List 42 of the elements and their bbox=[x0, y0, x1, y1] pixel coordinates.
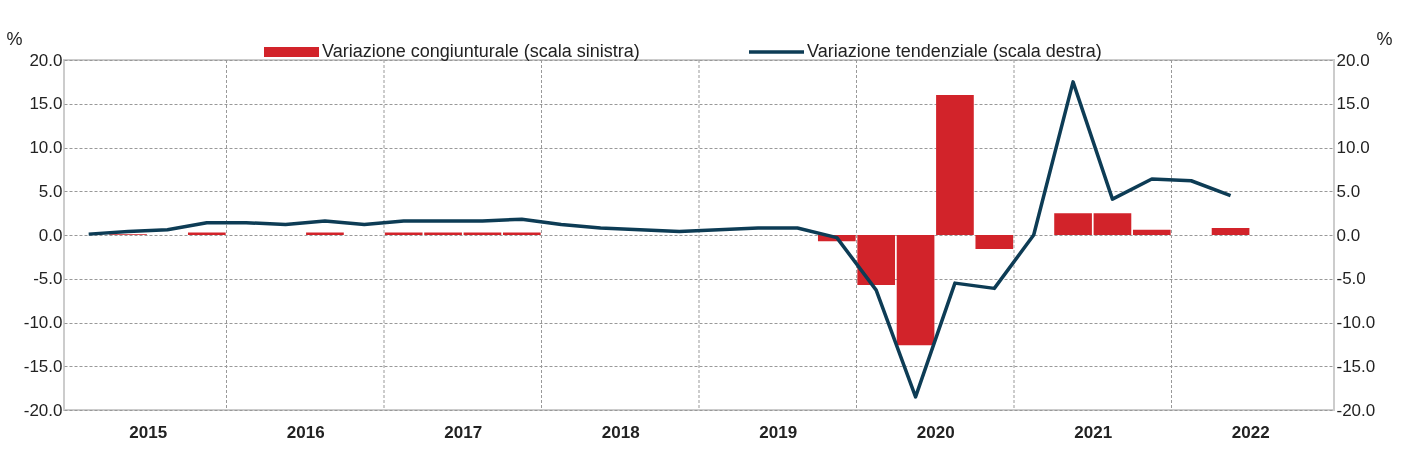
legend-label: Variazione tendenziale (scala destra) bbox=[807, 41, 1102, 61]
bar bbox=[896, 235, 935, 346]
bar bbox=[975, 235, 1014, 249]
y-tick-label: -15.0 bbox=[23, 356, 63, 376]
bar bbox=[187, 232, 226, 235]
y-tick-label: 10.0 bbox=[29, 138, 63, 157]
x-tick-label: 2022 bbox=[1231, 422, 1270, 442]
x-tick-label: 2019 bbox=[759, 422, 798, 442]
y-tick-label: 0.0 bbox=[38, 225, 63, 245]
y-tick-label: -10.0 bbox=[23, 313, 63, 332]
bar bbox=[306, 232, 344, 235]
y2-tick-label: 15.0 bbox=[1336, 94, 1370, 114]
y2-tick-label: -5.0 bbox=[1336, 269, 1366, 289]
bar bbox=[1093, 213, 1132, 235]
y2-tick-label: -15.0 bbox=[1336, 356, 1376, 376]
bar bbox=[1054, 213, 1092, 235]
bar bbox=[1132, 229, 1171, 235]
bar bbox=[1211, 228, 1250, 235]
y2-tick-label: -10.0 bbox=[1336, 313, 1376, 332]
y2-tick-label: -20.0 bbox=[1336, 400, 1376, 420]
bar bbox=[936, 95, 974, 235]
y-tick-label: 20.0 bbox=[29, 50, 63, 70]
x-tick-label: 2017 bbox=[444, 422, 483, 442]
y2-tick-label: 20.0 bbox=[1336, 50, 1370, 70]
x-tick-label: 2018 bbox=[601, 422, 640, 442]
y2-tick-label: 0.0 bbox=[1336, 225, 1361, 245]
x-tick-label: 2016 bbox=[286, 422, 325, 442]
x-tick-label: 2020 bbox=[916, 422, 955, 442]
y-tick-label: 15.0 bbox=[29, 94, 63, 114]
bar bbox=[502, 232, 541, 235]
line-series bbox=[86, 80, 1233, 399]
bar bbox=[463, 232, 502, 235]
y2-tick-label: 10.0 bbox=[1336, 138, 1370, 157]
y-tick-label: -5.0 bbox=[33, 269, 63, 289]
x-tick-label: 2015 bbox=[129, 422, 168, 442]
y2-tick-label: 5.0 bbox=[1336, 181, 1361, 201]
y2-axis-title: % bbox=[1376, 28, 1393, 49]
y-axis-title: % bbox=[6, 28, 23, 49]
y-tick-label: -20.0 bbox=[23, 400, 63, 420]
y-tick-label: 5.0 bbox=[38, 181, 63, 201]
x-tick-label: 2021 bbox=[1074, 422, 1113, 442]
legend-label: Variazione congiunturale (scala sinistra) bbox=[322, 41, 640, 61]
